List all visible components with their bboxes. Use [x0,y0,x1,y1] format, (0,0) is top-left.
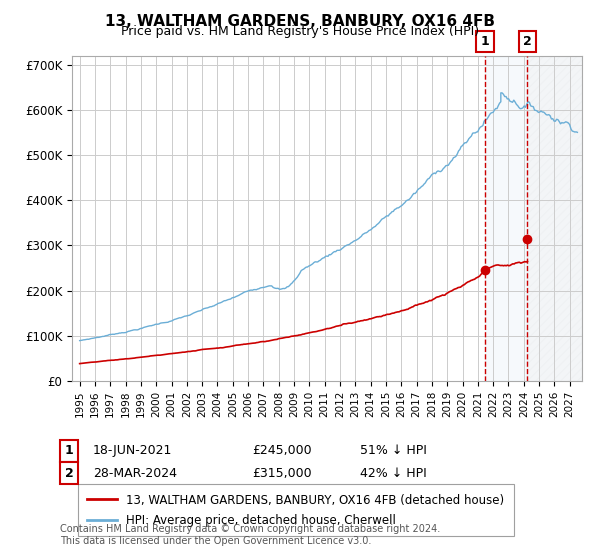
HPI: Average price, detached house, Cherwell: (2e+03, 1.14e+05): Average price, detached house, Cherwell:… [135,326,142,333]
HPI: Average price, detached house, Cherwell: (2.02e+03, 4.15e+05): Average price, detached house, Cherwell:… [410,190,418,197]
Text: £315,000: £315,000 [252,466,311,480]
Text: 51% ↓ HPI: 51% ↓ HPI [360,444,427,458]
Text: Price paid vs. HM Land Registry's House Price Index (HPI): Price paid vs. HM Land Registry's House … [121,25,479,38]
HPI: Average price, detached house, Cherwell: (2.02e+03, 4.59e+05): Average price, detached house, Cherwell:… [430,171,437,178]
Text: 2: 2 [65,466,73,480]
Line: 13, WALTHAM GARDENS, BANBURY, OX16 4FB (detached house): 13, WALTHAM GARDENS, BANBURY, OX16 4FB (… [80,262,527,363]
Text: 13, WALTHAM GARDENS, BANBURY, OX16 4FB: 13, WALTHAM GARDENS, BANBURY, OX16 4FB [105,14,495,29]
13, WALTHAM GARDENS, BANBURY, OX16 4FB (detached house) [340,320,347,327]
Text: 2: 2 [523,35,532,48]
Text: Contains HM Land Registry data © Crown copyright and database right 2024.
This d: Contains HM Land Registry data © Crown c… [60,524,440,546]
13, WALTHAM GARDENS, BANBURY, OX16 4FB (detached house) [524,258,531,265]
Bar [527,56,582,381]
Legend: 13, WALTHAM GARDENS, BANBURY, OX16 4FB (detached house), HPI: Average price, det: 13, WALTHAM GARDENS, BANBURY, OX16 4FB (… [78,484,514,536]
Text: 1: 1 [65,444,73,458]
Bar [485,56,527,381]
HPI: Average price, detached house, Cherwell: (2e+03, 8.91e+04): Average price, detached house, Cherwell:… [76,337,83,344]
13, WALTHAM GARDENS, BANBURY, OX16 4FB (detached house) [504,262,511,268]
Text: 42% ↓ HPI: 42% ↓ HPI [360,466,427,480]
13, WALTHAM GARDENS, BANBURY, OX16 4FB (detached house) [196,347,203,353]
Text: 28-MAR-2024: 28-MAR-2024 [93,466,177,480]
HPI: Average price, detached house, Cherwell: (2.03e+03, 5.51e+05): Average price, detached house, Cherwell:… [574,129,581,136]
Text: £245,000: £245,000 [252,444,311,458]
13, WALTHAM GARDENS, BANBURY, OX16 4FB (detached house) [76,360,83,367]
HPI: Average price, detached house, Cherwell: (2.02e+03, 5.89e+05): Average price, detached house, Cherwell:… [486,112,493,119]
HPI: Average price, detached house, Cherwell: (2.02e+03, 5.25e+05): Average price, detached house, Cherwell:… [460,141,467,147]
Line: HPI: Average price, detached house, Cherwell: HPI: Average price, detached house, Cher… [80,93,577,340]
Text: 1: 1 [481,35,489,48]
HPI: Average price, detached house, Cherwell: (2.02e+03, 4.89e+05): Average price, detached house, Cherwell:… [449,157,456,164]
HPI: Average price, detached house, Cherwell: (2.02e+03, 6.38e+05): Average price, detached house, Cherwell:… [497,90,505,96]
Text: 18-JUN-2021: 18-JUN-2021 [93,444,172,458]
13, WALTHAM GARDENS, BANBURY, OX16 4FB (detached house) [517,260,524,267]
13, WALTHAM GARDENS, BANBURY, OX16 4FB (detached house) [314,328,322,334]
13, WALTHAM GARDENS, BANBURY, OX16 4FB (detached house) [283,334,290,340]
Bar [527,56,582,381]
